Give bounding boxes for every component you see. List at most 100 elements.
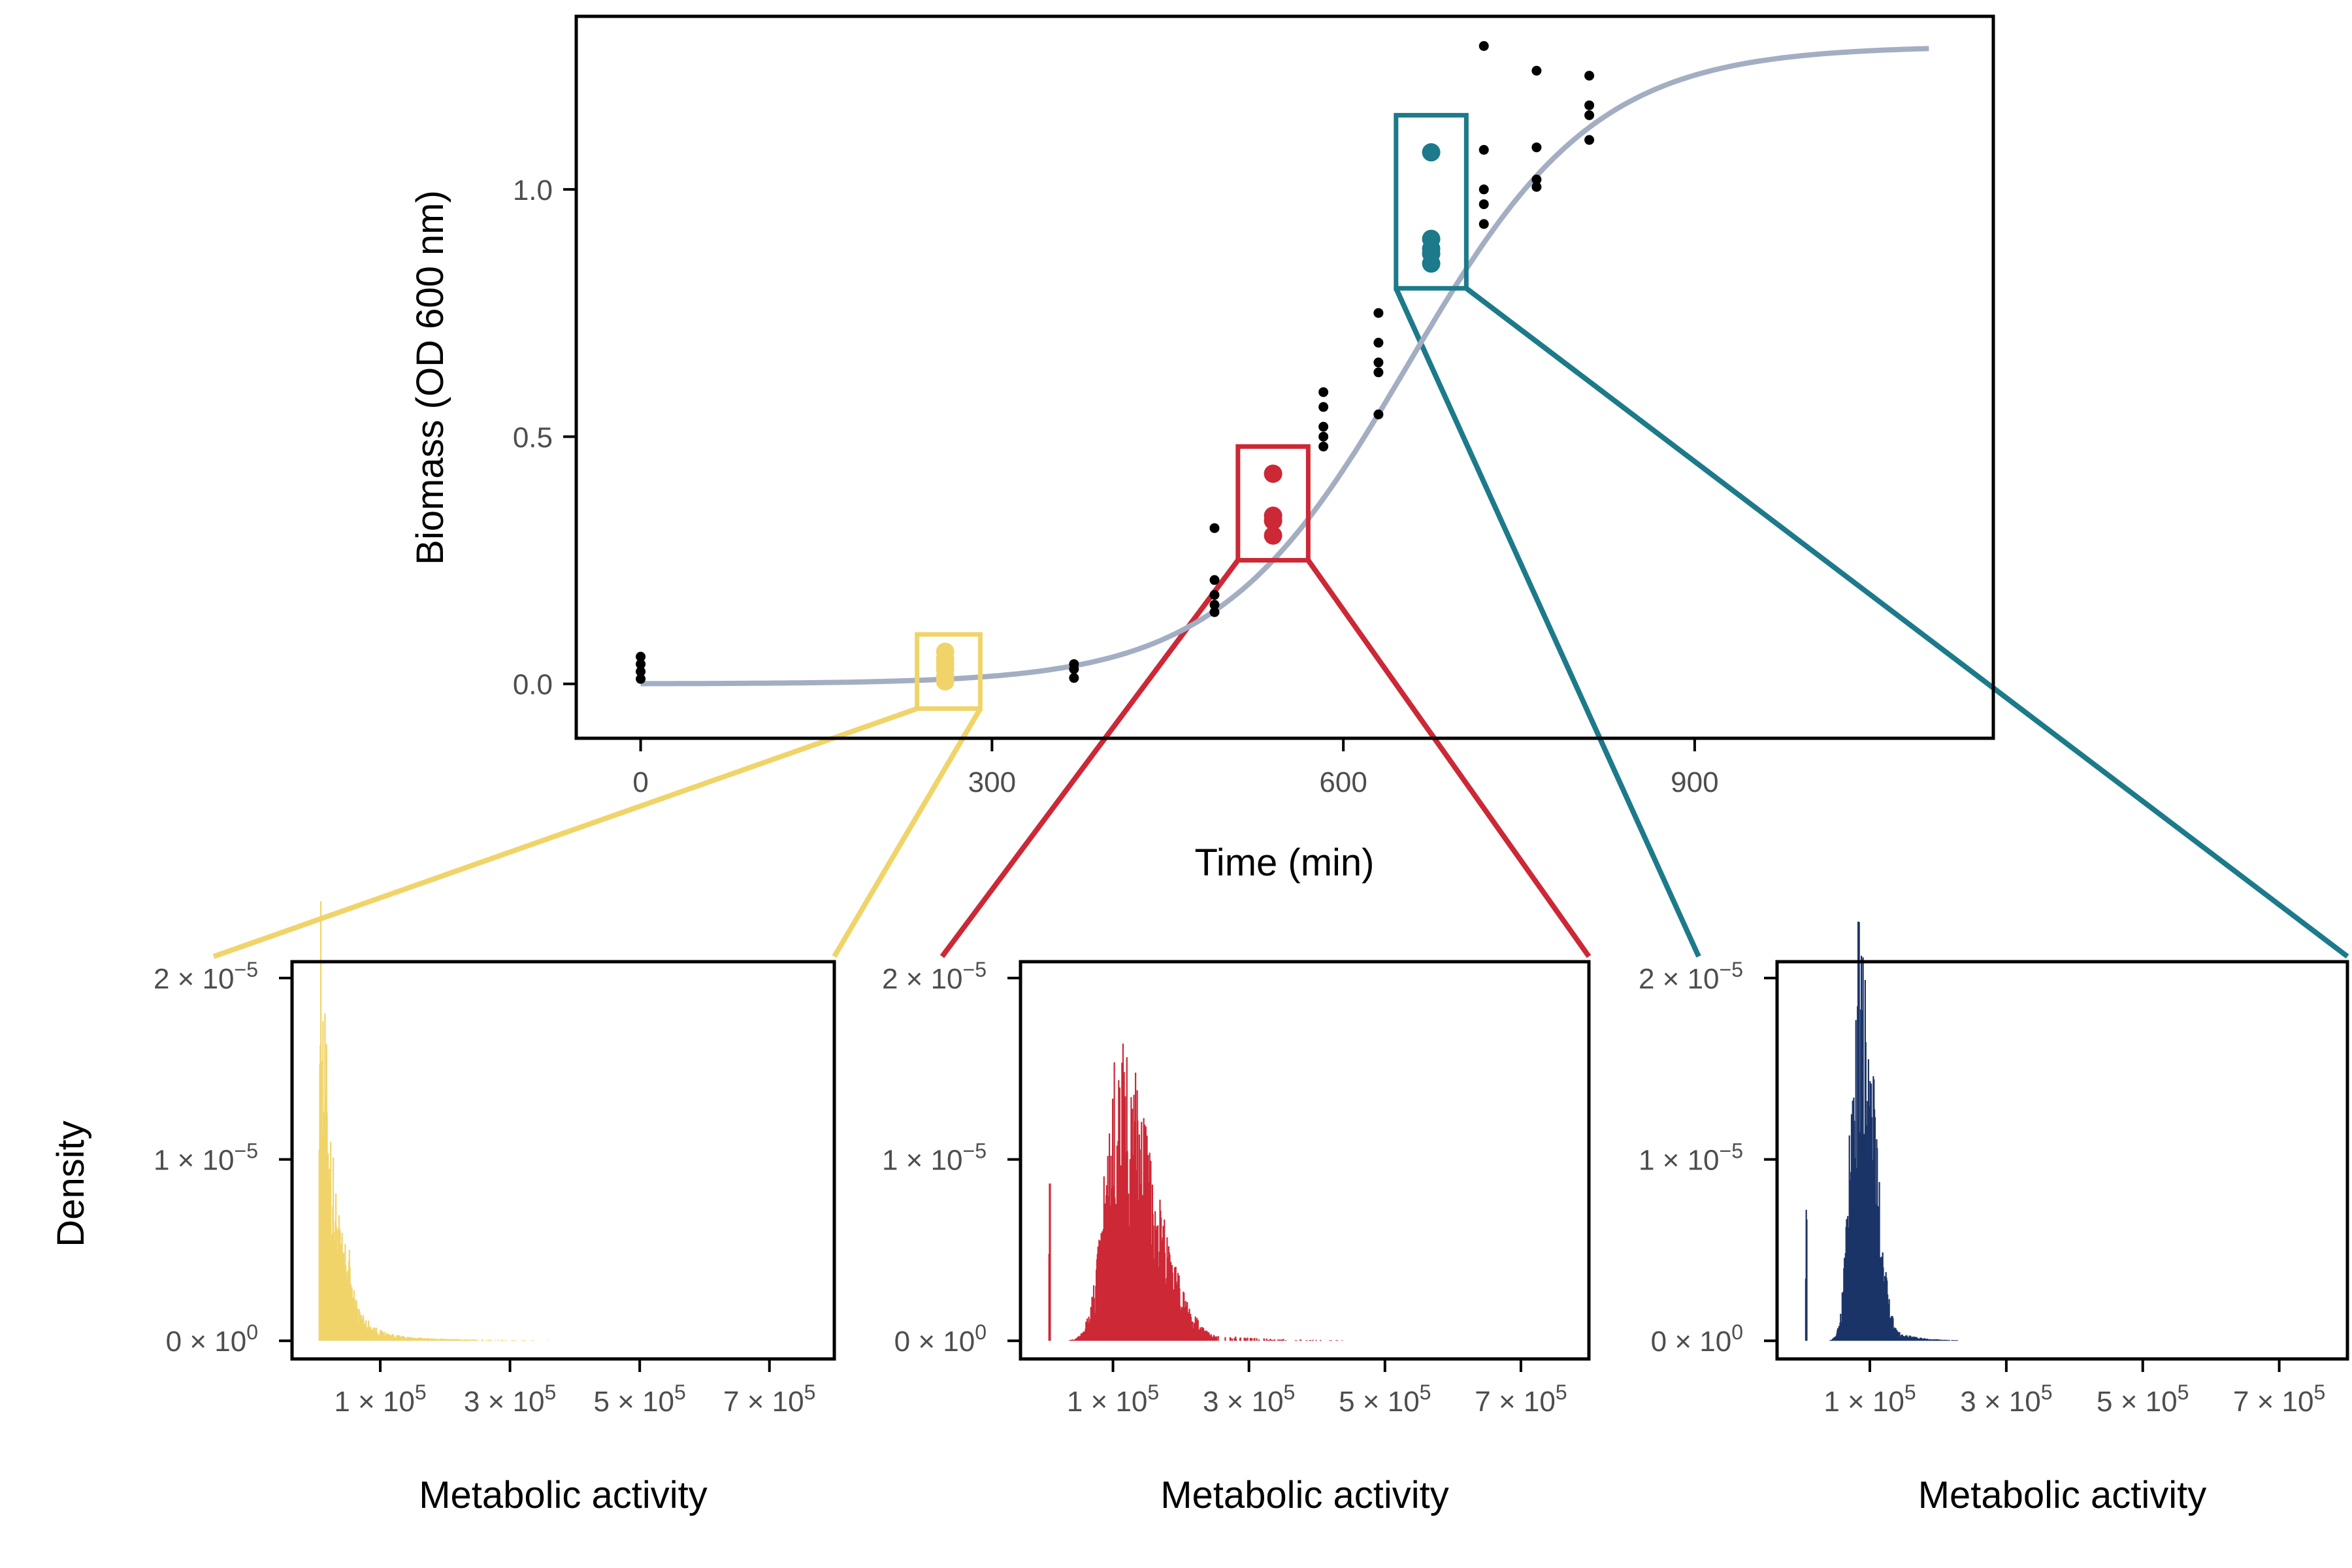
data-point	[1209, 523, 1220, 533]
data-point	[1478, 184, 1489, 195]
logistic-fit-curve	[640, 46, 1929, 687]
x-tick-label: 7 × 105	[2233, 1380, 2325, 1418]
zoom-connector-mid-right	[1306, 559, 1592, 958]
highlight-boxes-layer	[915, 112, 1469, 711]
data-point	[1373, 308, 1384, 318]
highlighted-point-mid	[1264, 465, 1282, 483]
highlight-box-early	[915, 632, 983, 711]
highlight-box-late	[1394, 112, 1469, 291]
data-point	[1318, 421, 1329, 432]
data-point	[1531, 174, 1542, 185]
data-point	[1584, 135, 1595, 145]
histogram-x-axis-title: Metabolic activity	[419, 1474, 708, 1516]
y-tick-label: 1 × 10−5	[154, 1139, 258, 1177]
x-tick-label: 5 × 105	[593, 1380, 685, 1418]
x-tick-label: 7 × 105	[723, 1380, 815, 1418]
histogram-panel-late: 1 × 105 3 × 105 5 × 105 7 × 105 0 × 100 1 × 1…	[1639, 921, 2349, 1516]
data-point	[636, 659, 646, 669]
x-tick-label: 600	[1319, 766, 1367, 798]
x-tick-label: 900	[1671, 766, 1718, 798]
x-tick-label: 3 × 105	[1203, 1380, 1295, 1418]
histogram-x-axis-title: Metabolic activity	[1918, 1474, 2207, 1516]
x-tick-label: 7 × 105	[1475, 1380, 1567, 1418]
y-tick-label: 1 × 10−5	[882, 1139, 987, 1177]
x-tick-label: 1 × 105	[1823, 1380, 1916, 1418]
logistic-fit-layer	[640, 46, 1929, 687]
density-axis-title: Density	[50, 1120, 92, 1247]
histogram-bars-mid	[1048, 1043, 1343, 1341]
data-point	[1373, 367, 1384, 378]
x-tick-label: 300	[968, 766, 1016, 798]
y-axis-title: Biomass (OD 600 nm)	[409, 190, 451, 565]
zoom-connector-early-right	[832, 707, 983, 958]
highlighted-point-late	[1422, 254, 1441, 273]
histogram-frame-early	[290, 960, 836, 1361]
data-point	[636, 674, 646, 684]
data-point	[1318, 441, 1329, 451]
data-point	[636, 666, 646, 677]
y-tick-label: 0.0	[513, 669, 553, 701]
highlight-box-mid	[1235, 444, 1311, 563]
data-point	[1584, 71, 1595, 81]
data-point	[1318, 387, 1329, 397]
data-point	[1209, 575, 1220, 585]
histogram-bars-early	[318, 901, 549, 1341]
data-point	[1069, 673, 1079, 683]
y-tick-label: 0 × 100	[1651, 1320, 1743, 1358]
growth-curve-panel: 0 300 600 900 0.0 0.5 1.0 Time (min) Biomass …	[409, 14, 1995, 884]
data-point	[636, 651, 646, 662]
data-point	[1069, 664, 1079, 674]
x-tick-label: 3 × 105	[464, 1380, 556, 1418]
x-tick-label: 1 × 105	[334, 1380, 426, 1418]
data-point	[1531, 182, 1542, 192]
zoom-connector-late-right	[1464, 286, 2349, 959]
highlighted-point-mid	[1264, 526, 1282, 545]
x-axis-title: Time (min)	[1195, 841, 1375, 884]
data-point	[1209, 600, 1220, 610]
highlighted-points-layer	[936, 143, 1441, 691]
data-point	[1584, 100, 1595, 110]
data-point	[1531, 142, 1542, 153]
x-tick-label: 5 × 105	[1339, 1380, 1431, 1418]
x-tick-label: 5 × 105	[2097, 1380, 2189, 1418]
y-tick-label: 2 × 10−5	[154, 958, 258, 995]
zoom-connector-early-left	[212, 706, 918, 959]
highlighted-point-mid	[1264, 511, 1282, 530]
data-point	[1478, 41, 1489, 51]
data-point	[1478, 219, 1489, 229]
x-axis-ticks: 0 300 600 900	[632, 738, 1719, 798]
histogram-panel-early: 1 × 105 3 × 105 5 × 105 7 × 105 0 × 100 1 × 1…	[154, 901, 836, 1516]
data-point	[1373, 357, 1384, 368]
y-tick-label: 1.0	[513, 174, 553, 206]
x-tick-label: 0	[632, 766, 648, 798]
histogram-x-axis-title: Metabolic activity	[1160, 1474, 1449, 1516]
y-tick-label: 2 × 10−5	[882, 958, 987, 995]
histogram-panels: 1 × 105 3 × 105 5 × 105 7 × 105 0 × 100 1 × 1…	[154, 901, 2349, 1516]
x-tick-label: 3 × 105	[1960, 1380, 2052, 1418]
data-points-layer	[636, 41, 1595, 684]
data-point	[1209, 590, 1220, 600]
data-point	[1531, 65, 1542, 76]
x-tick-label: 1 × 105	[1067, 1380, 1159, 1418]
data-point	[1373, 338, 1384, 348]
data-point	[1478, 144, 1489, 155]
y-tick-label: 2 × 10−5	[1639, 958, 1743, 995]
histogram-panel-mid: 1 × 105 3 × 105 5 × 105 7 × 105 0 × 100 1 × 1…	[882, 958, 1591, 1516]
data-point	[1318, 431, 1329, 442]
zoom-connector-mid-left	[939, 559, 1241, 958]
growth-plot-frame	[574, 14, 1995, 740]
data-point	[1318, 402, 1329, 412]
y-axis-ticks: 0.0 0.5 1.0	[513, 174, 576, 701]
data-point	[1584, 110, 1595, 120]
histogram-bars-late	[1805, 921, 1959, 1341]
y-tick-label: 0 × 100	[894, 1320, 987, 1358]
data-point	[1478, 199, 1489, 210]
y-tick-label: 0 × 100	[166, 1320, 258, 1358]
y-tick-label: 1 × 10−5	[1639, 1139, 1743, 1177]
data-point	[1209, 607, 1220, 617]
zoom-connector-late-left	[1394, 287, 1701, 958]
highlighted-point-late	[1422, 143, 1441, 162]
y-tick-label: 0.5	[513, 421, 553, 453]
data-point	[1373, 409, 1384, 419]
